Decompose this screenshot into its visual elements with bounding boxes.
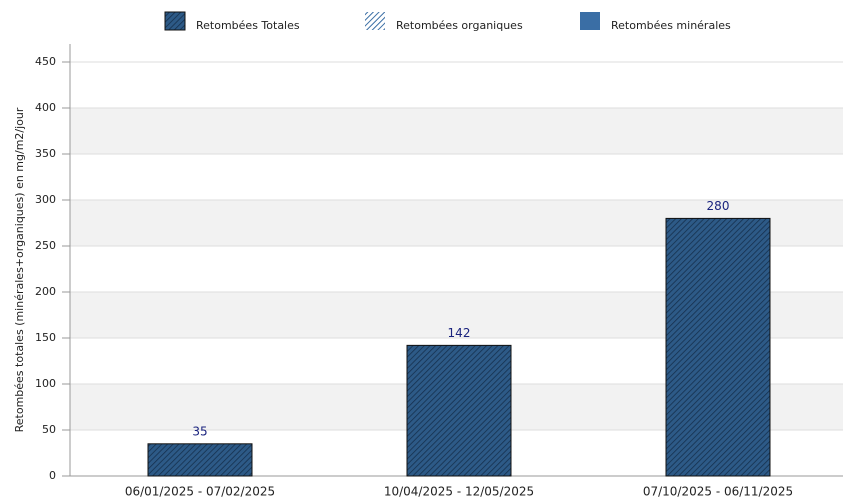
legend-label: Retombées organiques	[396, 19, 523, 32]
x-tick-label: 10/04/2025 - 12/05/2025	[384, 485, 534, 499]
value-label: 280	[707, 199, 730, 213]
legend-swatch	[164, 11, 186, 31]
value-label: 35	[192, 424, 207, 438]
legend-swatch	[365, 12, 385, 30]
y-tick-label: 350	[35, 147, 56, 160]
y-tick-label: 0	[49, 469, 56, 482]
y-tick-label: 150	[35, 331, 56, 344]
legend-label: Retombées minérales	[611, 19, 731, 32]
y-tick-label: 50	[42, 423, 56, 436]
legend-swatch	[580, 12, 600, 30]
y-tick-label: 450	[35, 55, 56, 68]
x-tick-label: 07/10/2025 - 06/11/2025	[643, 485, 793, 499]
y-tick-label: 300	[35, 193, 56, 206]
y-tick-label: 200	[35, 285, 56, 298]
value-label: 142	[448, 326, 471, 340]
y-tick-label: 100	[35, 377, 56, 390]
grid-band	[70, 108, 843, 154]
bar	[406, 344, 512, 477]
y-tick-label: 250	[35, 239, 56, 252]
y-tick-label: 400	[35, 101, 56, 114]
x-tick-label: 06/01/2025 - 07/02/2025	[125, 485, 275, 499]
legend-label: Retombées Totales	[196, 19, 300, 32]
y-axis-label: Retombées totales (minérales+organiques)…	[13, 107, 26, 432]
bar	[147, 443, 253, 477]
bar	[665, 217, 771, 477]
